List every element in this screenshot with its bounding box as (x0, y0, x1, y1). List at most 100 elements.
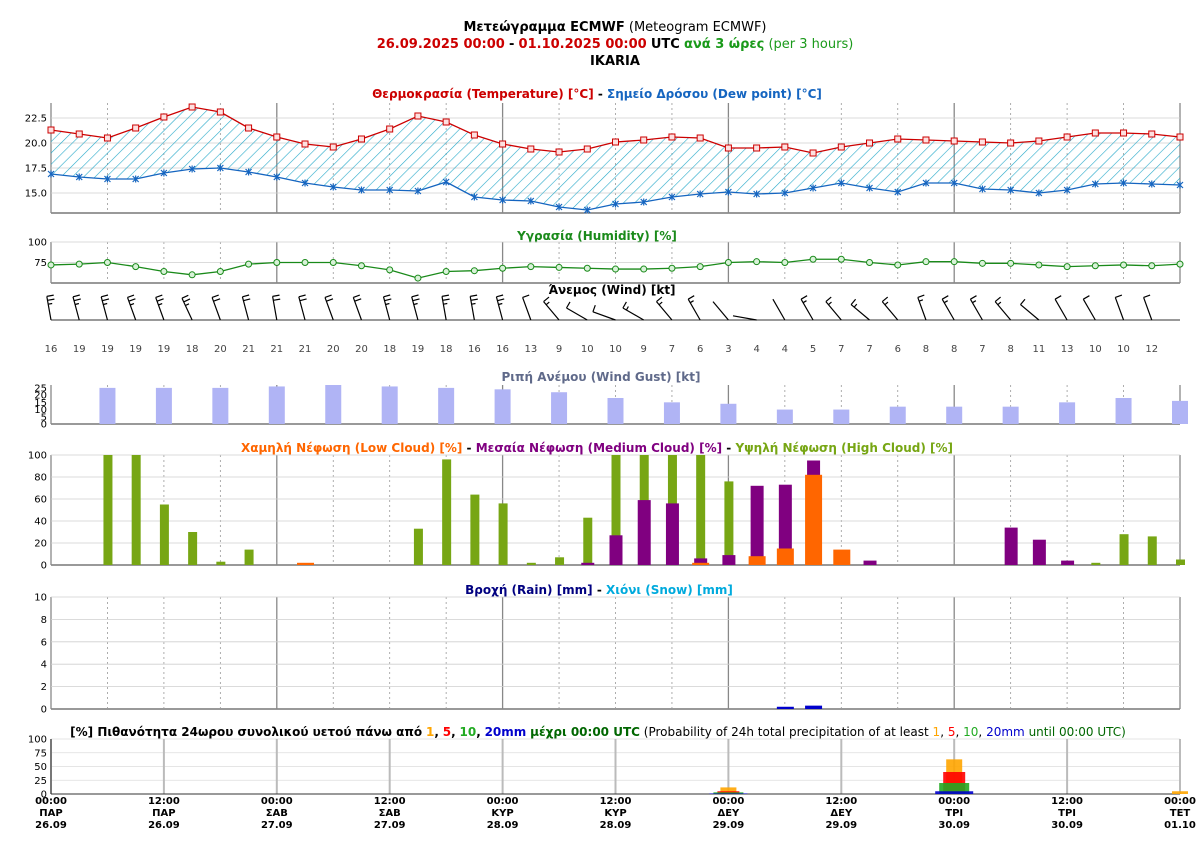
wind-speed-label: 10 (1117, 344, 1130, 355)
prob-ytick: 75 (34, 748, 47, 759)
dewpoint-point (894, 188, 902, 196)
humidity-point (103, 259, 111, 266)
wind-barb (241, 294, 251, 321)
wind-barb (1054, 295, 1068, 321)
precip-panel-title: Βροχή (Rain) [mm] - Χιόνι (Snow) [mm] (465, 583, 733, 597)
high-cloud-bar (470, 494, 480, 565)
humidity-point (668, 264, 676, 272)
header-line1: Μετεώγραμμα ECMWF (Meteogram ECMWF) (463, 20, 766, 35)
dewpoint-point (1035, 189, 1043, 197)
medium-cloud-bar (1004, 527, 1018, 565)
xaxis-day: ΔΕΥ (830, 808, 853, 819)
dewpoint-point (1007, 186, 1015, 194)
wind-barb (352, 294, 363, 321)
wind-speed-label: 13 (524, 344, 537, 355)
temperature-point (1176, 133, 1184, 141)
humidity-point (470, 267, 478, 275)
xaxis-date: 27.09 (261, 820, 293, 831)
temperature-point (132, 124, 140, 132)
high-cloud-bar (159, 504, 169, 565)
wind-barb (382, 294, 392, 321)
wind-speed-label: 10 (1089, 344, 1102, 355)
gust-bar (833, 409, 850, 424)
wind-barb (126, 294, 137, 321)
wind-barb (732, 315, 757, 321)
wind-barb (565, 301, 588, 321)
xaxis-time: 00:00 (487, 796, 519, 807)
humidity-point (724, 259, 732, 266)
gust-panel-title: Ριπή Ανέμου (Wind Gust) [kt] (502, 370, 701, 384)
xaxis-day: ΚΥΡ (491, 808, 513, 819)
temperature-point (1035, 137, 1043, 145)
xaxis-date: 26.09 (35, 820, 67, 831)
temperature-point (555, 148, 563, 156)
xaxis-date: 28.09 (600, 820, 632, 831)
wind-barb (298, 294, 307, 321)
wind-barb (712, 301, 729, 321)
medium-cloud-bar (609, 535, 623, 565)
wind-barb (72, 294, 81, 321)
xaxis-day: ΠΑΡ (39, 808, 62, 819)
temperature-point (188, 103, 196, 111)
xaxis-time: 00:00 (1164, 796, 1196, 807)
wind-speed-label: 16 (468, 344, 481, 355)
high-cloud-bar (526, 562, 536, 565)
temperature-point (753, 144, 761, 152)
temperature-point (809, 149, 817, 157)
temperature-point (47, 126, 55, 134)
temperature-point (894, 135, 902, 143)
wind-barb (181, 294, 193, 321)
temperature-point (668, 133, 676, 141)
temperature-point (273, 133, 281, 141)
low-cloud-bar (692, 562, 710, 565)
dewpoint-point (442, 178, 450, 186)
gust-bar (155, 387, 172, 424)
dewpoint-point (1148, 180, 1156, 188)
xaxis-time: 12:00 (600, 796, 632, 807)
high-cloud-bar (244, 549, 254, 565)
dewpoint-point (245, 168, 252, 176)
temp-ytick: 17.5 (25, 164, 47, 175)
humidity-point (357, 262, 365, 270)
humidity-point (414, 274, 422, 282)
wind-speed-label: 8 (923, 344, 929, 355)
prob-bar-p1 (720, 787, 737, 794)
medium-cloud-bar (863, 560, 877, 565)
high-cloud-bar (1176, 559, 1185, 565)
gust-bar (1059, 402, 1076, 424)
wind-speed-label: 12 (1145, 344, 1158, 355)
xaxis-day: ΔΕΥ (717, 808, 740, 819)
rain-ytick: 8 (41, 615, 47, 626)
xaxis-day: ΠΑΡ (152, 808, 175, 819)
low-cloud-bar (833, 549, 851, 565)
humidity-point (1091, 262, 1099, 270)
xaxis-day: ΤΡΙ (945, 808, 963, 819)
prob-bar-p10 (713, 792, 744, 794)
dewpoint-point (668, 193, 676, 201)
temperature-point (1091, 129, 1099, 137)
wind-barb (622, 301, 645, 321)
wind-barb (687, 295, 701, 321)
medium-cloud-bar (1032, 539, 1046, 565)
prob-bar-p1 (1172, 791, 1188, 794)
xaxis-date: 28.09 (487, 820, 519, 831)
wind-barb (825, 296, 842, 321)
wind-speed-label: 9 (641, 344, 647, 355)
cloud-ytick: 60 (34, 495, 47, 506)
wind-speed-label: 20 (327, 344, 340, 355)
humidity-point (245, 260, 253, 268)
temperature-point (978, 138, 986, 146)
xaxis-time: 12:00 (148, 796, 180, 807)
dewpoint-point (216, 164, 224, 172)
temperature-point (1120, 129, 1128, 137)
high-cloud-bar (216, 561, 226, 565)
rain-ytick: 10 (34, 593, 47, 604)
temperature-point (75, 130, 83, 138)
high-cloud-bar (188, 532, 198, 565)
humidity-point (442, 268, 450, 276)
medium-cloud-bar (722, 555, 736, 565)
wind-speed-label: 20 (214, 344, 227, 355)
dewpoint-point (499, 196, 507, 204)
wind-speed-label: 7 (838, 344, 844, 355)
wind-speed-label: 21 (299, 344, 312, 355)
